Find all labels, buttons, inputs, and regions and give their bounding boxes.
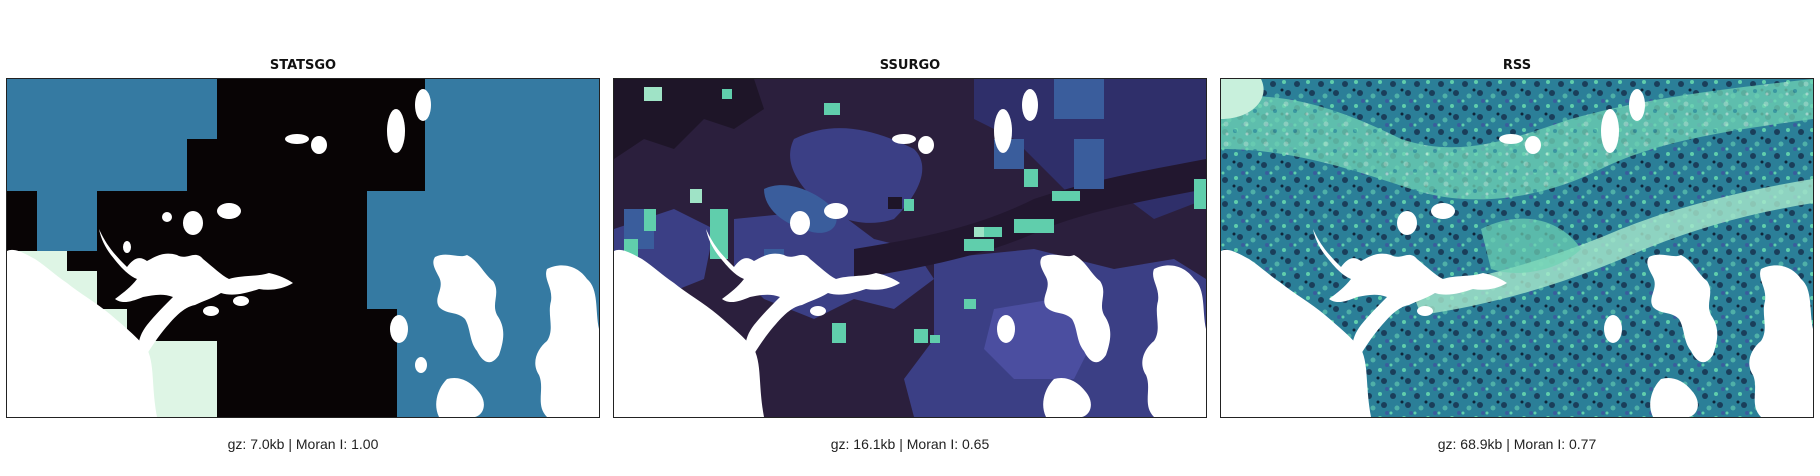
lake: [131, 284, 143, 294]
lake: [1601, 109, 1619, 153]
panel-title: SSURGO: [879, 58, 941, 73]
lake-east-edge: [535, 265, 599, 417]
lake: [390, 315, 408, 343]
lake-east-edge: [1142, 265, 1206, 417]
class-black-patch: [888, 197, 902, 209]
panel-caption: gz: 7.0kb | Moran I: 1.00: [227, 436, 379, 452]
class-mint: [690, 189, 702, 203]
lake: [892, 134, 916, 144]
class-mid-blue: [764, 185, 837, 233]
panel-caption: gz: 16.1kb | Moran I: 0.65: [830, 436, 990, 452]
class-mint: [832, 323, 846, 343]
class-blue-region-nw: [7, 79, 217, 271]
class-mint: [824, 103, 840, 115]
panel-title: RSS: [1502, 58, 1532, 73]
lake: [311, 136, 327, 154]
lake: [918, 136, 934, 154]
light-patch: [1481, 218, 1581, 273]
lake: [810, 306, 826, 316]
lake-southeast: [1650, 377, 1698, 417]
lake: [1431, 203, 1455, 219]
class-mint: [964, 239, 994, 251]
water-body-southwest: [614, 249, 764, 417]
lake: [415, 357, 427, 373]
lake: [824, 203, 848, 219]
statsgo-raster: [7, 79, 599, 417]
lake: [203, 306, 219, 316]
lake: [285, 134, 309, 144]
class-mint-region-south: [157, 341, 217, 417]
class-mid-blue: [1054, 79, 1104, 119]
rss-map[interactable]: [1220, 78, 1814, 418]
class-mint: [964, 299, 976, 309]
rss-raster: [1221, 79, 1813, 417]
lake-southeast: [1043, 377, 1091, 417]
class-mint: [974, 227, 984, 237]
lake: [233, 296, 249, 306]
light-corner: [1221, 79, 1264, 119]
lake: [1417, 306, 1433, 316]
lake: [997, 315, 1015, 343]
class-mint: [644, 87, 662, 101]
lake: [790, 211, 810, 235]
class-mint: [914, 329, 928, 343]
ssurgo-map[interactable]: [613, 78, 1207, 418]
lake: [159, 267, 179, 283]
class-mint: [984, 227, 1002, 237]
lake-east: [1040, 254, 1111, 363]
water-body-southwest: [1221, 249, 1371, 417]
lake: [1397, 211, 1417, 235]
class-mint: [1194, 179, 1206, 209]
class-mint: [722, 89, 732, 99]
lake: [387, 109, 405, 153]
river-network: [706, 229, 900, 363]
lake: [162, 212, 172, 222]
water-body-southwest: [7, 249, 157, 417]
lake: [1022, 89, 1038, 121]
lake: [1525, 136, 1541, 154]
lake: [415, 89, 431, 121]
river-network: [99, 229, 293, 363]
class-mint: [904, 199, 914, 211]
lake: [123, 241, 131, 253]
class-mid-blue: [1074, 139, 1104, 189]
lake: [1499, 134, 1523, 144]
lake: [183, 211, 203, 235]
class-mint: [1014, 219, 1054, 233]
class-blue-region-east: [367, 79, 599, 417]
class-mint: [1052, 191, 1080, 201]
panel-title: STATSGO: [269, 58, 337, 73]
lake: [994, 109, 1012, 153]
river-corridor: [1411, 179, 1813, 315]
lake-east: [433, 254, 504, 363]
lake: [1629, 89, 1645, 121]
class-mint: [1024, 169, 1038, 187]
panel-caption: gz: 68.9kb | Moran I: 0.77: [1437, 436, 1597, 452]
ssurgo-raster: [614, 79, 1206, 417]
lake-east: [1647, 254, 1718, 363]
class-mint: [644, 209, 656, 231]
lake-east-edge: [1749, 265, 1813, 417]
lake: [1604, 315, 1622, 343]
lake-southeast: [436, 377, 484, 417]
class-mint: [930, 335, 940, 343]
river-network: [1313, 229, 1507, 363]
lake: [217, 203, 241, 219]
statsgo-map[interactable]: [6, 78, 600, 418]
